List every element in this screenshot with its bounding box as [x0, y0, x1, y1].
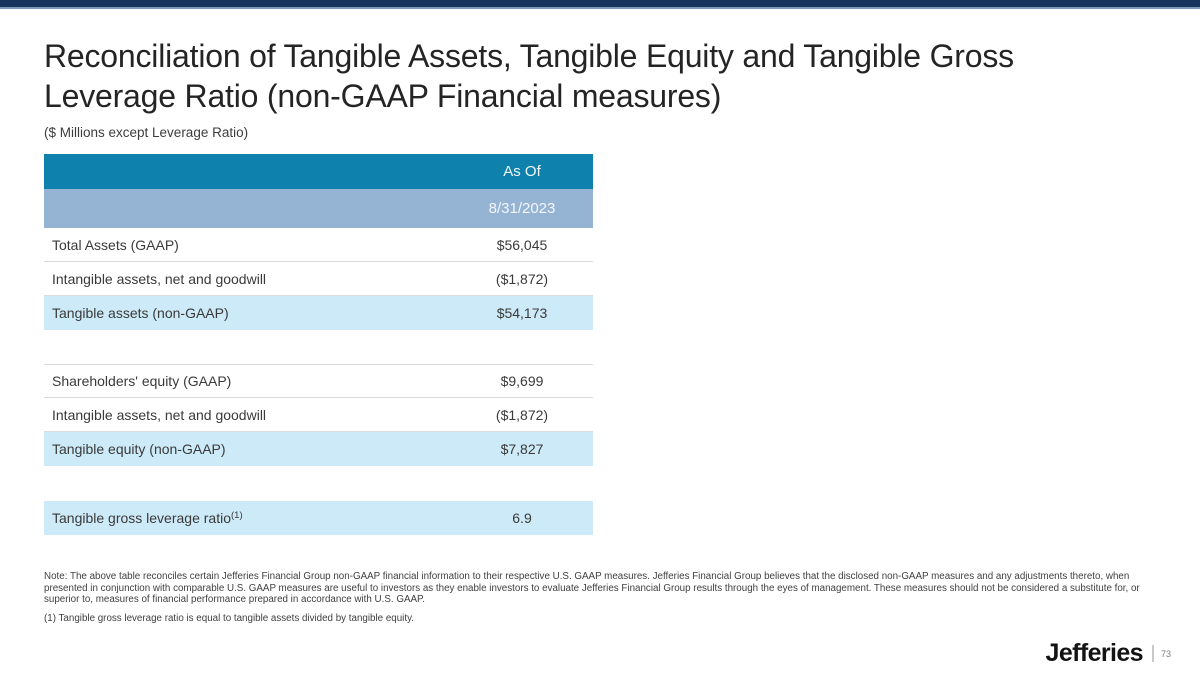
table-row-highlight: Tangible assets (non-GAAP) $54,173	[44, 296, 593, 330]
row-label: Tangible assets (non-GAAP)	[52, 305, 229, 321]
row-value: ($1,872)	[495, 270, 549, 287]
footnote-text: (1) Tangible gross leverage ratio is equ…	[44, 613, 414, 625]
slide-footer: Jefferies 73	[1046, 639, 1171, 668]
table-row-highlight: Tangible equity (non-GAAP) $7,827	[44, 432, 593, 466]
header-date-value: 8/31/2023	[488, 200, 556, 217]
row-value: ($1,872)	[495, 406, 549, 423]
note-text: Note: The above table reconciles certain…	[44, 571, 1140, 606]
row-label: Tangible equity (non-GAAP)	[52, 441, 226, 457]
reconciliation-table: As Of 8/31/2023 Total Assets (GAAP) $56,…	[44, 154, 593, 535]
footer-divider	[1151, 645, 1154, 662]
table-row: Intangible assets, net and goodwill ($1,…	[44, 398, 593, 432]
row-label: Intangible assets, net and goodwill	[52, 406, 267, 423]
row-label: Intangible assets, net and goodwill	[52, 270, 267, 287]
table-section-gap	[44, 330, 593, 364]
slide-subtitle: ($ Millions except Leverage Ratio)	[44, 125, 249, 140]
row-label: Tangible gross leverage ratio(1)	[44, 510, 451, 526]
jefferies-logo: Jefferies	[1045, 639, 1144, 667]
row-label: Shareholders' equity (GAAP)	[52, 373, 232, 389]
table-section-gap	[44, 466, 593, 501]
row-value: $54,173	[496, 305, 548, 321]
header-asof-label: As Of	[503, 163, 541, 180]
top-accent-bar	[0, 0, 1200, 9]
table-header-asof: As Of	[44, 154, 593, 189]
row-label: Total Assets (GAAP)	[52, 236, 179, 253]
slide-body: Reconciliation of Tangible Assets, Tangi…	[0, 36, 1200, 624]
row-value: $56,045	[496, 236, 548, 253]
row-value: $9,699	[500, 373, 544, 389]
footnote-marker: (1)	[231, 510, 243, 521]
row-value: $7,827	[500, 441, 544, 457]
page-number: 73	[1160, 648, 1171, 659]
table-row: Intangible assets, net and goodwill ($1,…	[44, 262, 593, 296]
table-row: Total Assets (GAAP) $56,045	[44, 228, 593, 262]
table-header-date: 8/31/2023	[44, 189, 593, 228]
table-row-highlight: Tangible gross leverage ratio(1) 6.9	[44, 501, 593, 535]
row-label-text: Tangible gross leverage ratio	[52, 510, 231, 526]
page-title: Reconciliation of Tangible Assets, Tangi…	[44, 38, 1014, 114]
table-row: Shareholders' equity (GAAP) $9,699	[44, 364, 593, 398]
row-value: 6.9	[512, 510, 532, 526]
